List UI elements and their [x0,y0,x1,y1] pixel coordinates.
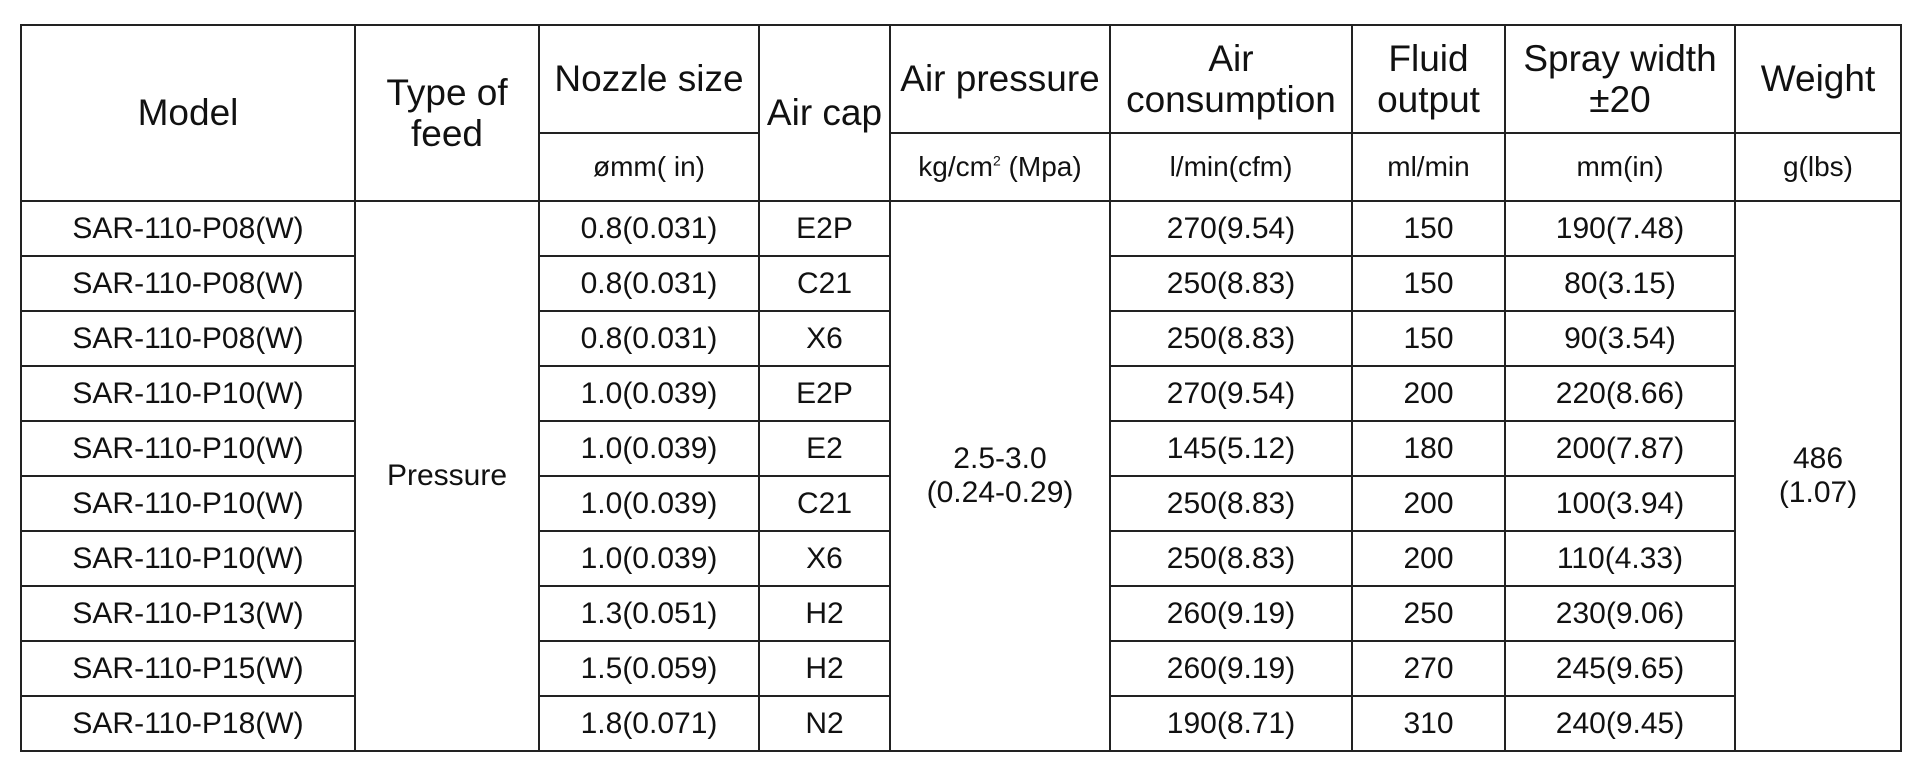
model-cell: SAR-110-P18(W) [20,695,356,752]
type-of-feed-cell: Pressure [354,200,540,752]
air-consumption-cell: 145(5.12) [1109,420,1353,477]
spray-width-cell: 240(9.45) [1504,695,1736,752]
spray-width-cell: 220(8.66) [1504,365,1736,422]
spray-width-cell: 200(7.87) [1504,420,1736,477]
header-air-pressure: Air pressure [889,24,1111,134]
nozzle-cell: 1.8(0.071) [538,695,760,752]
air-cap-cell: H2 [758,640,891,697]
air-consumption-cell: 250(8.83) [1109,530,1353,587]
unit-weight: g(lbs) [1734,132,1902,202]
air-cap-cell: X6 [758,530,891,587]
spray-width-cell: 245(9.65) [1504,640,1736,697]
weight-lbs: (1.07) [1778,476,1858,509]
air-cap-cell: E2 [758,420,891,477]
fluid-output-cell: 250 [1351,585,1506,642]
table-body: SAR-110-P08(W) Pressure 0.8(0.031) E2P 2… [20,200,1902,752]
spray-width-cell: 110(4.33) [1504,530,1736,587]
table-row: SAR-110-P10(W) 1.0(0.039) E2P 270(9.54) … [20,365,1901,422]
fluid-output-cell: 310 [1351,695,1506,752]
table-row: SAR-110-P08(W) 0.8(0.031) X6 250(8.83) 1… [20,310,1901,367]
fluid-output-cell: 270 [1351,640,1506,697]
nozzle-cell: 0.8(0.031) [538,255,760,312]
model-cell: SAR-110-P08(W) [20,310,356,367]
model-cell: SAR-110-P15(W) [20,640,356,697]
nozzle-cell: 1.0(0.039) [538,420,760,477]
header-model: Model [20,24,356,202]
nozzle-cell: 1.0(0.039) [538,365,760,422]
air-cap-cell: E2P [758,365,891,422]
table-row: SAR-110-P13(W) 1.3(0.051) H2 260(9.19) 2… [20,585,1901,642]
model-cell: SAR-110-P10(W) [20,420,356,477]
model-cell: SAR-110-P13(W) [20,585,356,642]
air-consumption-cell: 250(8.83) [1109,475,1353,532]
model-cell: SAR-110-P10(W) [20,365,356,422]
unit-spray-width: mm(in) [1504,132,1736,202]
header-fluid-output: Fluid output [1351,24,1506,134]
air-consumption-cell: 270(9.54) [1109,365,1353,422]
table-row: SAR-110-P10(W) 1.0(0.039) X6 250(8.83) 2… [20,530,1901,587]
header-weight: Weight [1734,24,1902,134]
air-consumption-cell: 270(9.54) [1109,200,1353,257]
air-cap-cell: C21 [758,255,891,312]
spec-table: Model Type of feed Nozzle size Air cap A… [20,24,1902,752]
air-consumption-cell: 250(8.83) [1109,310,1353,367]
air-cap-cell: C21 [758,475,891,532]
air-cap-cell: H2 [758,585,891,642]
unit-air-pressure-base: kg/cm [918,151,993,183]
unit-air-pressure: kg/cm2 (Mpa) [889,132,1111,202]
spray-width-cell: 230(9.06) [1504,585,1736,642]
spray-width-cell: 80(3.15) [1504,255,1736,312]
fluid-output-cell: 150 [1351,310,1506,367]
air-cap-cell: E2P [758,200,891,257]
fluid-output-cell: 150 [1351,200,1506,257]
air-cap-cell: X6 [758,310,891,367]
model-cell: SAR-110-P10(W) [20,530,356,587]
air-pressure-kg: 2.5-3.0 [953,442,1047,476]
fluid-output-cell: 200 [1351,365,1506,422]
unit-air-pressure-exponent: 2 [992,152,1001,169]
nozzle-cell: 0.8(0.031) [538,310,760,367]
model-cell: SAR-110-P10(W) [20,475,356,532]
table-row: SAR-110-P08(W) 0.8(0.031) C21 250(8.83) … [20,255,1901,312]
nozzle-cell: 1.0(0.039) [538,530,760,587]
table-row: SAR-110-P08(W) Pressure 0.8(0.031) E2P 2… [20,200,1902,752]
fluid-output-cell: 180 [1351,420,1506,477]
table-row: SAR-110-P10(W) 1.0(0.039) C21 250(8.83) … [20,475,1901,532]
header-air-consumption: Air consumption [1109,24,1353,134]
model-cell: SAR-110-P08(W) [20,200,356,257]
table-row: SAR-110-P18(W) 1.8(0.071) N2 190(8.71) 3… [20,695,1901,752]
fluid-output-cell: 200 [1351,530,1506,587]
nozzle-cell: 1.3(0.051) [538,585,760,642]
table-row: SAR-110-P15(W) 1.5(0.059) H2 260(9.19) 2… [20,640,1901,697]
air-cap-cell: N2 [758,695,891,752]
unit-nozzle-size: ømm( in) [538,132,760,202]
table-header: Model Type of feed Nozzle size Air cap A… [20,24,1902,202]
air-consumption-cell: 260(9.19) [1109,640,1353,697]
spray-width-cell: 100(3.94) [1504,475,1736,532]
air-pressure-cell: 2.5-3.0 (0.24-0.29) [889,200,1111,752]
air-pressure-mpa: (0.24-0.29) [926,476,1074,509]
nozzle-cell: 1.5(0.059) [538,640,760,697]
model-cell: SAR-110-P08(W) [20,255,356,312]
spray-width-cell: 90(3.54) [1504,310,1736,367]
air-consumption-cell: 190(8.71) [1109,695,1353,752]
spray-width-cell: 190(7.48) [1504,200,1736,257]
nozzle-cell: 1.0(0.039) [538,475,760,532]
air-consumption-cell: 250(8.83) [1109,255,1353,312]
fluid-output-cell: 150 [1351,255,1506,312]
header-spray-width: Spray width ±20 [1504,24,1736,134]
fluid-output-cell: 200 [1351,475,1506,532]
weight-grams: 486 [1792,442,1844,476]
unit-fluid-output: ml/min [1351,132,1506,202]
header-type-of-feed: Type of feed [354,24,540,202]
unit-air-consumption: l/min(cfm) [1109,132,1353,202]
weight-cell: 486 (1.07) [1734,200,1902,752]
header-nozzle-size: Nozzle size [538,24,760,134]
header-air-cap: Air cap [758,24,891,202]
air-consumption-cell: 260(9.19) [1109,585,1353,642]
unit-air-pressure-mpa: (Mpa) [1000,151,1082,183]
nozzle-cell: 0.8(0.031) [538,200,760,257]
table-row: SAR-110-P10(W) 1.0(0.039) E2 145(5.12) 1… [20,420,1901,477]
